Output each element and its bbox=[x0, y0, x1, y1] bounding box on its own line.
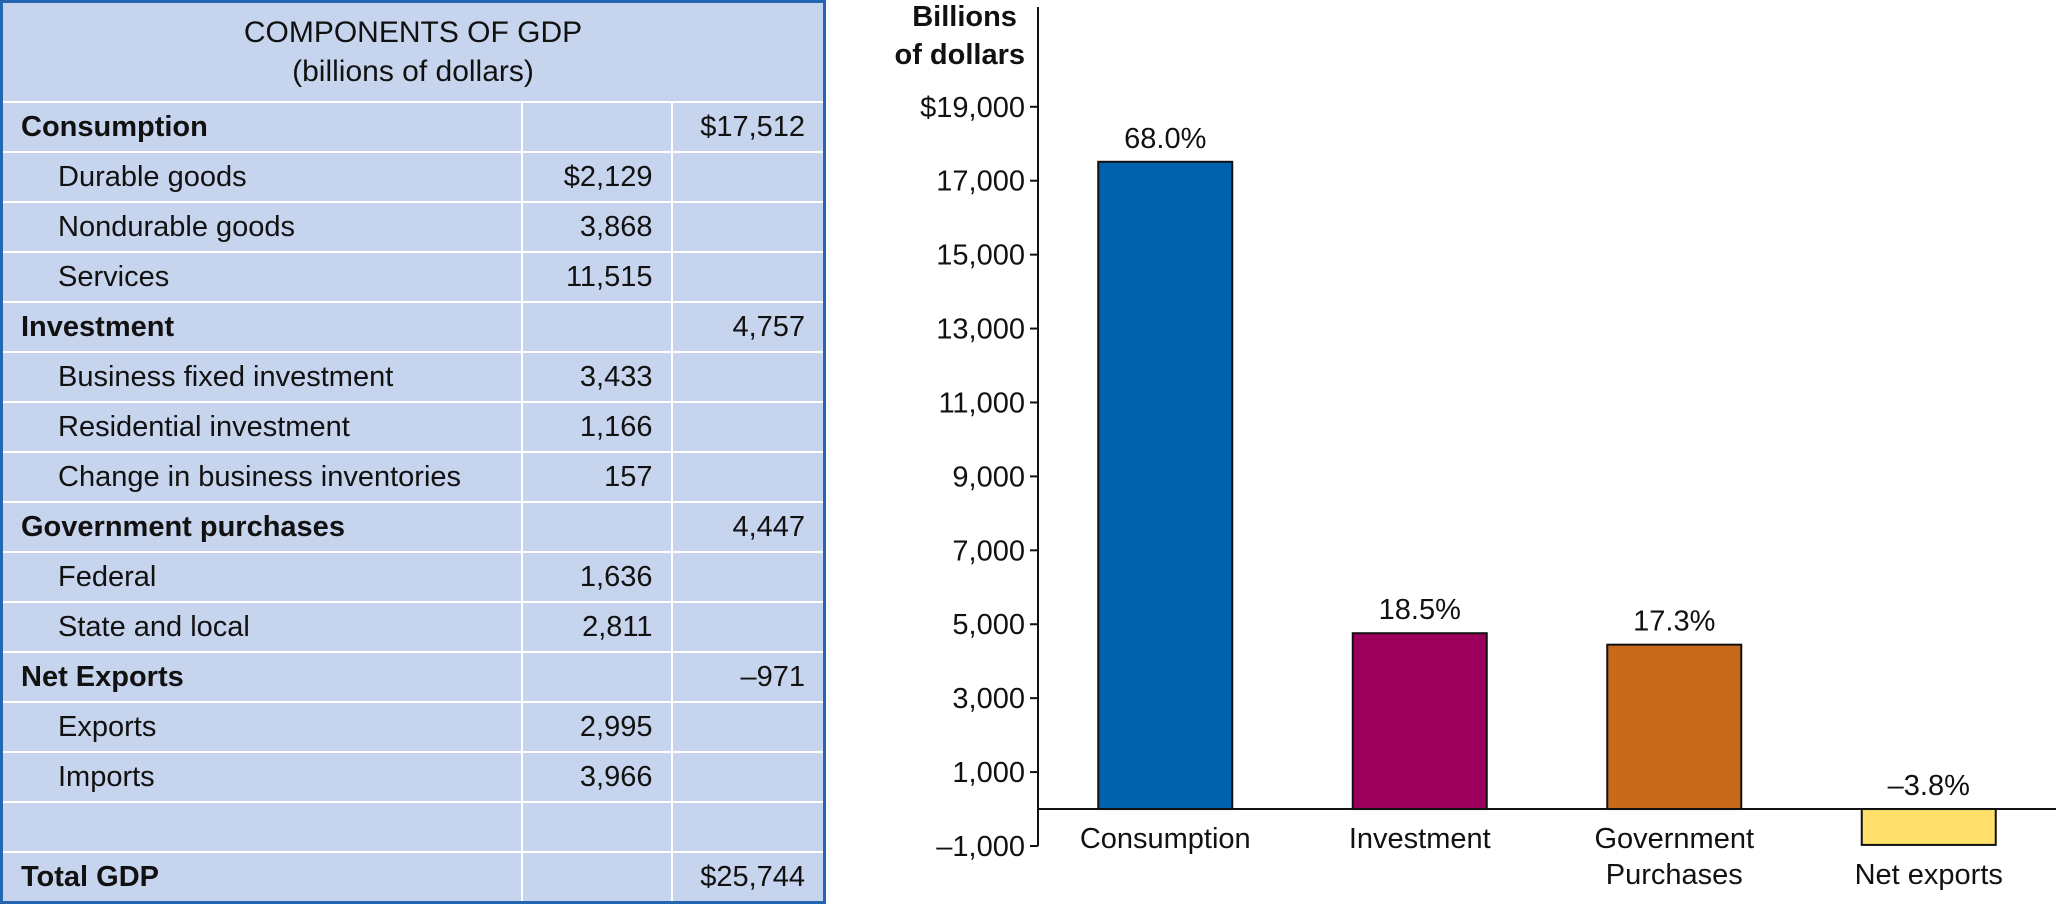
value-label: 17.3% bbox=[1633, 606, 1715, 638]
empty-cell bbox=[0, 801, 523, 853]
table-cell: Consumption bbox=[0, 101, 523, 153]
table-cell: Durable goods bbox=[0, 151, 523, 203]
table-cell: Federal bbox=[0, 551, 523, 603]
empty-cell bbox=[670, 401, 826, 453]
empty-cell bbox=[670, 151, 826, 203]
table-cell: Total GDP bbox=[0, 851, 523, 904]
table-row: Exports 2,995 bbox=[0, 701, 826, 753]
bar bbox=[1860, 808, 1997, 846]
table-title: COMPONENTS OF GDP bbox=[243, 16, 583, 49]
empty-cell bbox=[520, 801, 673, 853]
empty-cell bbox=[670, 451, 826, 503]
table-cell: Exports bbox=[0, 701, 523, 753]
table-cell: Net Exports bbox=[0, 651, 523, 703]
table-row: Change in business inventories 157 bbox=[0, 451, 826, 503]
table-cell: $17,512 bbox=[670, 101, 826, 153]
table-cell: 4,447 bbox=[670, 501, 826, 553]
table-row: State and local 2,811 bbox=[0, 601, 826, 653]
empty-cell bbox=[670, 351, 826, 403]
empty-cell bbox=[670, 601, 826, 653]
y-tick-label: 11,000 bbox=[938, 387, 1025, 419]
table-row: Services 11,515 bbox=[0, 251, 826, 303]
y-axis-title: Billions of dollars bbox=[894, 1, 1025, 71]
table-cell: 3,433 bbox=[520, 351, 673, 403]
empty-cell bbox=[670, 701, 826, 753]
table-row: Durable goods $2,129 bbox=[0, 151, 826, 203]
table-row: Consumption $17,512 bbox=[0, 101, 826, 153]
table-cell: 157 bbox=[520, 451, 673, 503]
bar bbox=[1606, 643, 1743, 811]
table-row: Residential investment 1,166 bbox=[0, 401, 826, 453]
table-row: Total GDP $25,744 bbox=[0, 851, 826, 904]
empty-cell bbox=[520, 501, 673, 553]
table-cell: Nondurable goods bbox=[0, 201, 523, 253]
x-tick-label: Net exports bbox=[1854, 858, 2003, 891]
y-tick-label: –1,000 bbox=[936, 831, 1025, 863]
table-row: Government purchases 4,447 bbox=[0, 501, 826, 553]
y-tick-label: 5,000 bbox=[952, 609, 1025, 641]
table-cell: Imports bbox=[0, 751, 523, 803]
x-tick-label: Government Purchases bbox=[1594, 823, 1755, 892]
empty-cell bbox=[670, 251, 826, 303]
table-row bbox=[0, 801, 826, 853]
table-cell: Services bbox=[0, 251, 523, 303]
empty-cell bbox=[670, 801, 826, 853]
table-subtitle: (billions of dollars) bbox=[292, 55, 534, 88]
header-cell: COMPONENTS OF GDP (billions of dollars) bbox=[0, 1, 826, 103]
empty-cell bbox=[670, 201, 826, 253]
table-row: Business fixed investment 3,433 bbox=[0, 351, 826, 403]
table-cell: $25,744 bbox=[670, 851, 826, 904]
x-tick-label: Investment bbox=[1348, 823, 1491, 856]
table-cell: Investment bbox=[0, 301, 523, 353]
table-cell: State and local bbox=[0, 601, 523, 653]
empty-cell bbox=[520, 851, 673, 904]
y-tick-label: 15,000 bbox=[936, 240, 1025, 272]
bar bbox=[1351, 632, 1488, 811]
table-cell: 3,868 bbox=[520, 201, 673, 253]
table-row: Nondurable goods 3,868 bbox=[0, 201, 826, 253]
value-label: –3.8% bbox=[1888, 770, 1970, 802]
y-tick-label: 7,000 bbox=[952, 535, 1025, 567]
table-row: Federal 1,636 bbox=[0, 551, 826, 603]
table-cell: Residential investment bbox=[0, 401, 523, 453]
table-cell: Change in business inventories bbox=[0, 451, 523, 503]
empty-cell bbox=[520, 101, 673, 153]
empty-cell bbox=[520, 651, 673, 703]
components-table: COMPONENTS OF GDP (billions of dollars) … bbox=[0, 0, 827, 904]
table-cell: 3,966 bbox=[520, 751, 673, 803]
value-label: 18.5% bbox=[1379, 594, 1461, 626]
table-cell: Government purchases bbox=[0, 501, 523, 553]
table-row: Investment 4,757 bbox=[0, 301, 826, 353]
empty-cell bbox=[520, 301, 673, 353]
bar bbox=[1097, 160, 1234, 811]
y-tick-label: $19,000 bbox=[920, 92, 1025, 124]
y-tick-label: 13,000 bbox=[936, 314, 1025, 346]
table-cell: Business fixed investment bbox=[0, 351, 523, 403]
y-tick-label: 9,000 bbox=[952, 461, 1025, 493]
table-row: Imports 3,966 bbox=[0, 751, 826, 803]
y-tick-label: 17,000 bbox=[936, 166, 1025, 198]
table-header: COMPONENTS OF GDP (billions of dollars) bbox=[0, 1, 826, 103]
table-cell: 11,515 bbox=[520, 251, 673, 303]
x-tick-label: Consumption bbox=[1079, 823, 1251, 856]
table-cell: $2,129 bbox=[520, 151, 673, 203]
value-label: 68.0% bbox=[1124, 123, 1206, 155]
table-row: Net Exports –971 bbox=[0, 651, 826, 703]
empty-cell bbox=[670, 551, 826, 603]
table-cell: 1,166 bbox=[520, 401, 673, 453]
y-tick-label: 1,000 bbox=[952, 757, 1025, 789]
table-cell: 1,636 bbox=[520, 551, 673, 603]
table-cell: –971 bbox=[670, 651, 826, 703]
empty-cell bbox=[670, 751, 826, 803]
table-cell: 4,757 bbox=[670, 301, 826, 353]
table-cell: 2,811 bbox=[520, 601, 673, 653]
table-cell: 2,995 bbox=[520, 701, 673, 753]
y-tick-label: 3,000 bbox=[952, 683, 1025, 715]
